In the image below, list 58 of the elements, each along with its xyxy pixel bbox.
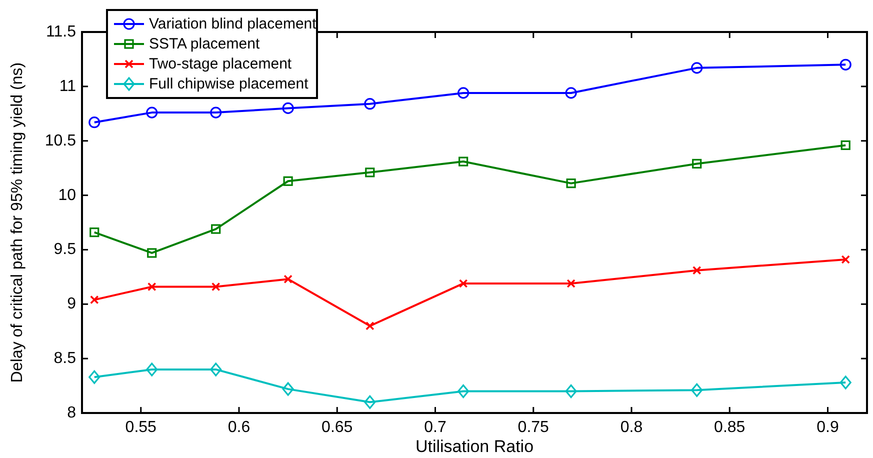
point [88, 370, 100, 384]
y-tick-label: 11.5 [46, 24, 76, 40]
point [692, 266, 702, 275]
point [366, 322, 374, 330]
x-tick-label: 0.85 [714, 419, 746, 436]
point [840, 140, 850, 150]
x-axis-title: Utilisation Ratio [415, 437, 534, 456]
legend-label: Full chipwise placement [149, 76, 310, 92]
point [841, 255, 850, 264]
point [211, 282, 220, 292]
point [210, 362, 222, 376]
point [211, 224, 221, 234]
x-tick-label: 0.65 [322, 419, 353, 436]
point [691, 62, 703, 74]
point [282, 382, 294, 396]
x-tick-label: 0.75 [518, 419, 550, 436]
point [840, 376, 852, 390]
x-tick-label: 0.6 [228, 419, 250, 436]
point [90, 227, 100, 238]
point [284, 274, 292, 284]
y-tick-label: 10.5 [44, 132, 76, 150]
x-tick-label: 0.9 [816, 419, 839, 436]
point [90, 295, 99, 304]
y-tick-label: 10 [58, 186, 76, 204]
point [88, 116, 100, 128]
legend-label: Variation blind placement [149, 16, 318, 32]
x-tick-label: 0.7 [424, 419, 446, 436]
point [146, 106, 158, 118]
point [365, 168, 375, 178]
point [458, 279, 468, 288]
point [692, 158, 702, 169]
point [458, 87, 470, 99]
x-tick-label: 0.55 [125, 419, 157, 436]
point [146, 362, 158, 376]
point [147, 282, 156, 292]
point [458, 156, 468, 166]
y-tick-label: 9.5 [54, 241, 76, 258]
point [364, 395, 376, 409]
y-tick-label: 9 [67, 296, 76, 313]
point [458, 384, 470, 398]
point [147, 248, 157, 258]
y-tick-label: 11 [59, 78, 76, 95]
point [364, 98, 376, 110]
y-tick-label: 8.5 [54, 350, 76, 368]
point [840, 58, 852, 70]
point [566, 178, 576, 188]
legend-label: SSTA placement [149, 36, 260, 52]
point [210, 106, 222, 118]
legend-label: Two-stage placement [149, 56, 292, 72]
y-axis-title: Delay of critical path for 95% timing yield (ns) [9, 62, 26, 383]
point [565, 87, 577, 99]
y-tick-label: 8 [67, 404, 76, 422]
point [283, 176, 293, 186]
point [565, 384, 577, 398]
point [691, 383, 703, 397]
x-tick-label: 0.8 [620, 419, 643, 436]
point [566, 279, 576, 288]
point [282, 102, 294, 114]
